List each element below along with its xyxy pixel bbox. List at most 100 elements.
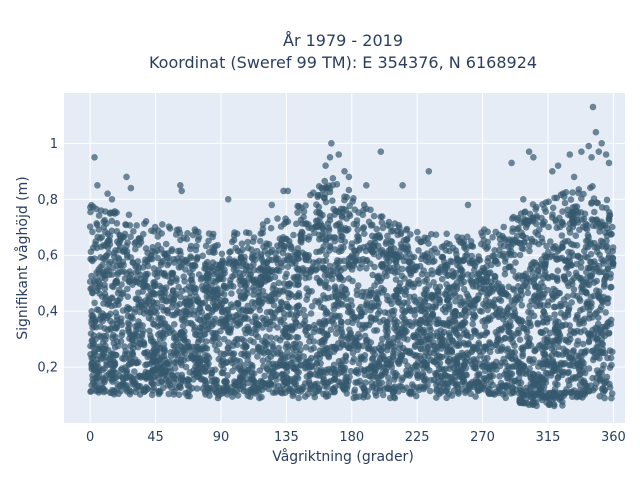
scatter-point	[501, 270, 509, 278]
scatter-point	[168, 246, 176, 253]
scatter-point	[241, 349, 248, 357]
scatter-point	[211, 315, 219, 323]
scatter-point	[433, 329, 441, 336]
scatter-point	[321, 382, 329, 390]
scatter-point	[213, 383, 220, 390]
scatter-point	[369, 248, 376, 256]
scatter-point	[130, 341, 137, 348]
y-axis-ticks: 0,20,40,60,81	[37, 137, 58, 376]
scatter-point	[575, 186, 583, 193]
scatter-point	[539, 201, 546, 208]
scatter-point	[350, 313, 358, 321]
scatter-point	[142, 361, 149, 369]
scatter-point	[476, 284, 484, 292]
scatter-point	[392, 292, 400, 300]
x-tick-label: 135	[274, 430, 299, 445]
scatter-point	[346, 373, 353, 381]
scatter-point	[404, 242, 411, 250]
scatter-point	[327, 326, 335, 334]
scatter-point	[580, 363, 587, 371]
scatter-point	[186, 311, 193, 318]
scatter-point	[516, 240, 524, 247]
scatter-point	[544, 302, 552, 309]
scatter-point	[462, 371, 470, 378]
scatter-point	[105, 267, 112, 275]
scatter-point	[603, 224, 611, 232]
scatter-point	[360, 206, 367, 214]
scatter-point	[296, 293, 303, 300]
scatter-point	[431, 245, 438, 253]
scatter-point	[561, 314, 569, 321]
scatter-point	[289, 392, 297, 400]
scatter-point	[424, 271, 431, 279]
scatter-point	[258, 393, 265, 401]
scatter-point	[286, 241, 293, 248]
scatter-point	[270, 282, 278, 289]
scatter-point	[284, 187, 292, 195]
scatter-point	[453, 363, 460, 371]
scatter-point	[340, 257, 348, 265]
scatter-point	[464, 233, 471, 241]
scatter-point	[109, 378, 116, 385]
scatter-point	[191, 324, 199, 331]
scatter-point	[606, 364, 614, 371]
scatter-point	[129, 377, 137, 385]
scatter-point	[336, 274, 344, 281]
scatter-point	[284, 281, 292, 288]
scatter-point	[280, 371, 288, 379]
scatter-point	[543, 338, 551, 346]
scatter-point	[480, 375, 488, 383]
scatter-point	[244, 238, 251, 246]
scatter-point	[228, 290, 235, 297]
scatter-point	[530, 371, 537, 378]
scatter-point	[438, 275, 446, 283]
scatter-point	[427, 326, 434, 334]
scatter-point	[347, 254, 354, 261]
scatter-point	[347, 367, 355, 375]
scatter-point	[199, 252, 206, 260]
scatter-point	[143, 308, 151, 315]
scatter-point	[458, 280, 465, 287]
scatter-point	[159, 221, 166, 228]
scatter-point	[132, 245, 139, 253]
scatter-point	[595, 293, 602, 301]
scatter-point	[133, 296, 140, 303]
scatter-point	[424, 292, 431, 300]
scatter-point	[99, 314, 106, 322]
scatter-point	[552, 317, 559, 324]
scatter-point	[247, 361, 254, 368]
scatter-point	[323, 251, 330, 259]
scatter-point	[194, 339, 202, 346]
scatter-point	[387, 315, 394, 323]
scatter-point	[91, 299, 98, 307]
scatter-point	[302, 256, 310, 264]
scatter-point	[178, 352, 186, 360]
scatter-point	[329, 197, 336, 204]
scatter-point	[485, 270, 493, 277]
scatter-point	[375, 231, 383, 239]
scatter-point	[268, 373, 275, 381]
scatter-point	[134, 325, 142, 333]
scatter-point	[525, 148, 533, 155]
scatter-point	[570, 347, 577, 354]
scatter-point	[171, 321, 178, 328]
scatter-point	[367, 373, 375, 381]
scatter-point	[197, 299, 204, 307]
scatter-point	[104, 190, 111, 197]
scatter-point	[422, 348, 430, 356]
scatter-point	[382, 357, 390, 364]
scatter-point	[149, 244, 156, 251]
scatter-point	[200, 322, 208, 330]
scatter-point	[203, 338, 210, 345]
scatter-point	[461, 389, 469, 397]
scatter-point	[392, 276, 400, 283]
scatter-point	[564, 206, 571, 214]
scatter-point	[439, 306, 447, 313]
scatter-point	[231, 229, 238, 236]
scatter-point	[213, 261, 220, 269]
scatter-point	[205, 294, 213, 302]
scatter-point	[508, 349, 516, 357]
scatter-point	[494, 260, 502, 268]
scatter-point	[205, 230, 213, 237]
scatter-point	[398, 376, 406, 384]
